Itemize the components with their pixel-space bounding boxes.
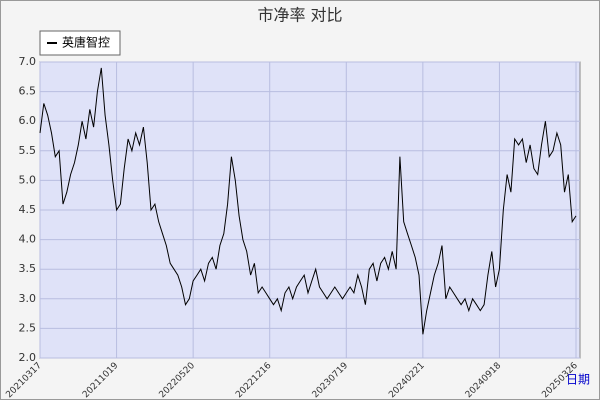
y-tick-label: 4.0	[19, 233, 37, 246]
y-tick-label: 4.5	[19, 203, 37, 216]
legend-label: 英唐智控	[62, 35, 110, 50]
y-tick-label: 2.5	[19, 321, 37, 334]
y-tick-label: 5.5	[19, 144, 37, 157]
legend-box	[39, 30, 121, 56]
y-tick-label: 3.5	[19, 262, 37, 275]
y-tick-label: 5.0	[19, 173, 37, 186]
y-tick-label: 7.0	[19, 55, 37, 68]
y-tick-label: 6.5	[19, 85, 37, 98]
y-tick-label: 6.0	[19, 114, 37, 127]
x-axis-label: 日期	[566, 373, 590, 387]
series-line	[39, 67, 577, 335]
y-tick-label: 3.0	[19, 292, 37, 305]
chart-title: 市净率 对比	[257, 6, 342, 25]
y-tick-label: 2.0	[19, 351, 37, 364]
